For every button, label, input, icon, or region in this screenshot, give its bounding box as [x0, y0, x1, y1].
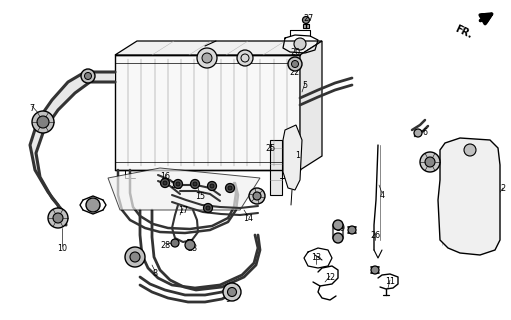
Text: 22: 22 [290, 68, 300, 76]
Circle shape [223, 283, 241, 301]
Text: 5: 5 [303, 81, 308, 90]
Circle shape [420, 152, 440, 172]
Circle shape [193, 182, 197, 186]
Text: 15: 15 [195, 191, 205, 201]
Text: 11: 11 [385, 277, 395, 286]
Text: FR.: FR. [454, 24, 474, 40]
Text: 26: 26 [370, 230, 380, 239]
Circle shape [202, 53, 212, 63]
Circle shape [206, 206, 210, 210]
Circle shape [176, 182, 180, 186]
Circle shape [125, 247, 145, 267]
Text: 16: 16 [160, 172, 170, 180]
Circle shape [333, 220, 343, 230]
Text: 9: 9 [225, 295, 230, 305]
Circle shape [86, 198, 100, 212]
Bar [115, 55, 300, 170]
Circle shape [81, 69, 95, 83]
Circle shape [84, 73, 91, 79]
Polygon shape [438, 138, 500, 255]
Circle shape [348, 226, 356, 234]
Text: 3: 3 [430, 157, 434, 166]
Circle shape [249, 188, 265, 204]
Text: 13: 13 [311, 253, 321, 262]
Bar [270, 140, 282, 195]
Circle shape [253, 192, 261, 200]
Circle shape [197, 48, 217, 68]
Circle shape [163, 181, 167, 185]
Text: 6: 6 [423, 127, 428, 137]
Circle shape [228, 186, 232, 190]
Polygon shape [115, 41, 322, 55]
Circle shape [203, 204, 213, 212]
Text: 4: 4 [380, 190, 384, 199]
Circle shape [237, 50, 253, 66]
Circle shape [171, 239, 179, 247]
Polygon shape [283, 125, 302, 190]
Text: 8: 8 [152, 268, 157, 277]
Circle shape [371, 266, 379, 274]
Circle shape [227, 287, 237, 297]
Text: 17: 17 [178, 205, 188, 214]
Text: 19: 19 [335, 223, 345, 233]
Text: 27: 27 [303, 13, 313, 22]
Circle shape [414, 129, 422, 137]
Circle shape [210, 184, 214, 188]
Text: 23: 23 [187, 244, 197, 252]
Text: 1: 1 [295, 150, 300, 159]
Text: 18: 18 [85, 201, 95, 210]
Circle shape [333, 233, 343, 243]
Circle shape [288, 57, 302, 71]
Circle shape [160, 179, 170, 188]
Circle shape [294, 38, 306, 50]
Text: 20: 20 [290, 47, 300, 57]
Bar [303, 24, 309, 28]
Text: 10: 10 [57, 244, 67, 252]
Polygon shape [30, 72, 115, 225]
Polygon shape [108, 168, 260, 210]
Polygon shape [300, 41, 322, 170]
Circle shape [32, 111, 54, 133]
Circle shape [425, 157, 435, 167]
Circle shape [48, 208, 68, 228]
Text: 24: 24 [170, 180, 180, 189]
Circle shape [225, 183, 235, 193]
Circle shape [53, 213, 63, 223]
Circle shape [130, 252, 140, 262]
Circle shape [303, 17, 310, 23]
Text: 7: 7 [30, 103, 35, 113]
Text: 2: 2 [500, 183, 505, 193]
Circle shape [37, 116, 49, 128]
Circle shape [207, 181, 217, 190]
Circle shape [191, 180, 199, 188]
Circle shape [291, 60, 298, 68]
Text: 21: 21 [253, 196, 263, 204]
Circle shape [464, 144, 476, 156]
Circle shape [174, 180, 182, 188]
Text: 25: 25 [265, 143, 275, 153]
Circle shape [185, 240, 195, 250]
Text: 28: 28 [160, 241, 170, 250]
Text: 14: 14 [243, 213, 253, 222]
Text: 12: 12 [325, 274, 335, 283]
